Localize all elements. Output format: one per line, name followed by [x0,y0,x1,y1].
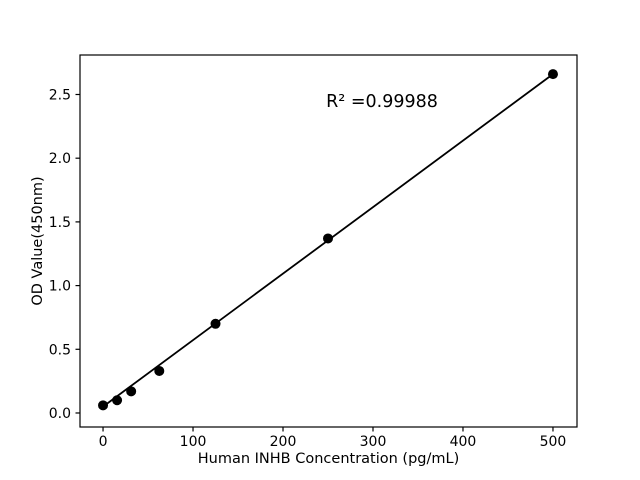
r-squared-annotation: R² =0.99988 [326,92,438,112]
x-tick-label: 400 [450,434,477,450]
data-point [154,365,165,376]
y-tick-label: 1.5 [49,215,71,231]
x-tick-label: 300 [360,434,387,450]
x-tick-label: 0 [99,434,108,450]
y-tick-label: 1.0 [49,279,71,295]
data-point [126,386,137,397]
data-point [547,69,558,80]
x-tick-label: 500 [540,434,567,450]
x-axis-label: Human INHB Concentration (pg/mL) [198,451,459,467]
x-tick-label: 100 [180,434,207,450]
y-tick-label: 0.5 [49,342,71,358]
data-point [210,318,221,329]
y-tick-label: 0.0 [49,406,71,422]
data-point [98,400,109,411]
plot-frame [79,54,578,428]
data-point [323,233,334,244]
y-axis-label: OD Value(450nm) [30,176,46,305]
y-tick-label: 2.0 [49,151,71,167]
data-point [112,395,123,406]
x-tick-label: 200 [270,434,297,450]
y-tick-label: 2.5 [49,87,71,103]
